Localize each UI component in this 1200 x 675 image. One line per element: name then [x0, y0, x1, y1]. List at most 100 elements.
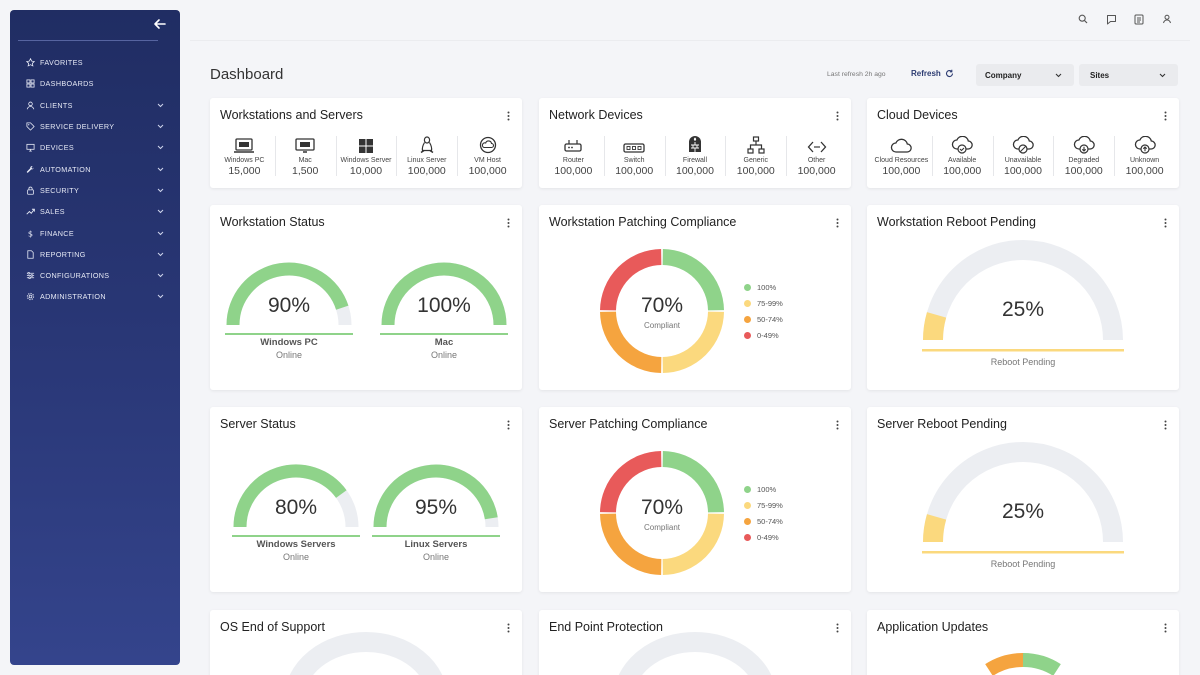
gauge-baseline — [922, 349, 1124, 352]
sidebar-item-label: AUTOMATION — [40, 164, 91, 174]
sidebar-item-security[interactable]: SECURITY — [10, 180, 180, 201]
sidebar: FAVORITES DASHBOARDS CLIENTS SERVICE DELIVE… — [10, 10, 180, 665]
windows-pc-gauge: 90% Windows PC Online — [224, 257, 354, 367]
workstation-reboot-card: Workstation Reboot Pending 25% Reboot Pe… — [867, 205, 1179, 390]
sidebar-item-service-delivery[interactable]: SERVICE DELIVERY — [10, 116, 180, 137]
kebab-menu-icon[interactable] — [833, 622, 841, 634]
gauge-sublabel: Reboot Pending — [990, 357, 1056, 367]
gauge-sublabel: Reboot Pending — [990, 559, 1056, 569]
legend-item: 0-49% — [744, 327, 783, 343]
workstation-status-card: Workstation Status 90% Windows PC Online… — [210, 205, 522, 390]
count-value: 100,000 — [882, 165, 921, 177]
donut-percent: 70% — [640, 294, 684, 317]
donut-segment — [600, 311, 662, 373]
chevron-down-icon — [156, 250, 164, 258]
kebab-menu-icon[interactable] — [1161, 419, 1169, 431]
gauge-fill — [381, 262, 507, 326]
device-count-unknown[interactable]: Unknown 100,000 — [1114, 136, 1175, 181]
gauge-arc — [380, 262, 508, 335]
donut-sublabel: Compliant — [643, 523, 680, 532]
device-count-degraded[interactable]: Degraded 100,000 — [1053, 136, 1114, 181]
count-value: 10,000 — [349, 165, 383, 177]
gauge-label: Mac — [434, 337, 454, 348]
refresh-button[interactable]: Refresh — [911, 69, 954, 78]
lock-icon — [25, 185, 35, 195]
count-value: 100,000 — [615, 165, 654, 177]
donut-percent: 70% — [640, 496, 684, 519]
device-count-generic[interactable]: Generic 100,000 — [725, 136, 786, 181]
donut-segment — [662, 451, 724, 513]
count-value: 100,000 — [407, 165, 446, 177]
legend-dot — [744, 315, 751, 323]
kebab-menu-icon[interactable] — [1161, 110, 1169, 122]
network-devices-card: Network Devices Router 100,000 Switch 100,0… — [539, 98, 851, 188]
device-count-vm-host[interactable]: VM Host 100,000 — [457, 136, 518, 181]
router-icon — [543, 136, 604, 154]
device-count-windows-server[interactable]: Windows Server 10,000 — [336, 136, 397, 181]
sites-select[interactable]: Sites — [1079, 64, 1178, 86]
count-value: 100,000 — [943, 165, 982, 177]
gauge-fill — [923, 514, 947, 543]
card-title: Network Devices — [549, 108, 643, 122]
kebab-menu-icon[interactable] — [1161, 622, 1169, 634]
count-value: 100,000 — [1125, 165, 1164, 177]
search-icon[interactable] — [1076, 12, 1090, 26]
device-count-available[interactable]: Available 100,000 — [932, 136, 993, 181]
device-count-windows-pc[interactable]: Windows PC 15,000 — [214, 136, 275, 181]
device-count-switch[interactable]: Switch 100,000 — [604, 136, 665, 181]
gauge-percent: 100% — [417, 294, 471, 317]
device-count-linux-server[interactable]: Linux Server 100,000 — [396, 136, 457, 181]
user-icon[interactable] — [1160, 12, 1174, 26]
chevron-down-icon — [156, 229, 164, 237]
gauge-sublabel: Online — [275, 350, 302, 360]
count-value: 100,000 — [797, 165, 836, 177]
column-divider — [603, 136, 605, 176]
partial-gauge-arc — [289, 632, 443, 675]
column-divider — [335, 136, 337, 176]
legend-item: 50-74% — [744, 311, 783, 327]
chevron-down-icon — [156, 165, 164, 173]
device-count-other[interactable]: Other 100,000 — [786, 136, 847, 181]
legend-item: 0-49% — [744, 529, 783, 545]
top-toolbar — [1076, 12, 1174, 26]
count-label: Unknown — [1129, 157, 1160, 164]
device-count-cloud-resources[interactable]: Cloud Resources 100,000 — [871, 136, 932, 181]
chevron-down-icon — [156, 208, 164, 216]
kebab-menu-icon[interactable] — [833, 419, 841, 431]
laptop-icon — [214, 136, 275, 154]
partial-donut — [985, 652, 1061, 675]
device-count-firewall[interactable]: Firewall 100,000 — [665, 136, 726, 181]
device-count-mac[interactable]: Mac 1,500 — [275, 136, 336, 181]
kebab-menu-icon[interactable] — [504, 217, 512, 229]
cloud-check-icon — [932, 136, 993, 154]
sidebar-item-label: FINANCE — [40, 228, 74, 238]
device-count-unavailable[interactable]: Unavailable 100,000 — [993, 136, 1054, 181]
sidebar-item-clients[interactable]: CLIENTS — [10, 95, 180, 116]
kebab-menu-icon[interactable] — [833, 110, 841, 122]
sidebar-item-finance[interactable]: $ FINANCE — [10, 222, 180, 243]
sidebar-item-devices[interactable]: DEVICES — [10, 137, 180, 158]
count-value: 100,000 — [1064, 165, 1103, 177]
kebab-menu-icon[interactable] — [833, 217, 841, 229]
notes-icon[interactable] — [1132, 12, 1146, 26]
company-select[interactable]: Company — [976, 64, 1074, 86]
gauge-baseline — [232, 535, 360, 537]
kebab-menu-icon[interactable] — [1161, 217, 1169, 229]
chat-icon[interactable] — [1104, 12, 1118, 26]
donut-chart — [600, 451, 724, 575]
back-arrow-icon[interactable] — [153, 17, 171, 35]
device-count-router[interactable]: Router 100,000 — [543, 136, 604, 181]
sidebar-item-automation[interactable]: AUTOMATION — [10, 158, 180, 179]
legend-item: 75-99% — [744, 295, 783, 311]
kebab-menu-icon[interactable] — [504, 622, 512, 634]
sidebar-item-sales[interactable]: SALES — [10, 201, 180, 222]
sidebar-item-configurations[interactable]: CONFIGURATIONS — [10, 265, 180, 286]
sidebar-item-favorites[interactable]: FAVORITES — [10, 52, 180, 73]
sidebar-item-dashboards[interactable]: DASHBOARDS — [10, 73, 180, 94]
chevron-down-icon — [156, 186, 164, 194]
sidebar-item-reporting[interactable]: REPORTING — [10, 244, 180, 265]
sidebar-item-administration[interactable]: ADMINISTRATION — [10, 286, 180, 307]
count-label: Windows Server — [340, 157, 392, 164]
kebab-menu-icon[interactable] — [504, 419, 512, 431]
kebab-menu-icon[interactable] — [504, 110, 512, 122]
